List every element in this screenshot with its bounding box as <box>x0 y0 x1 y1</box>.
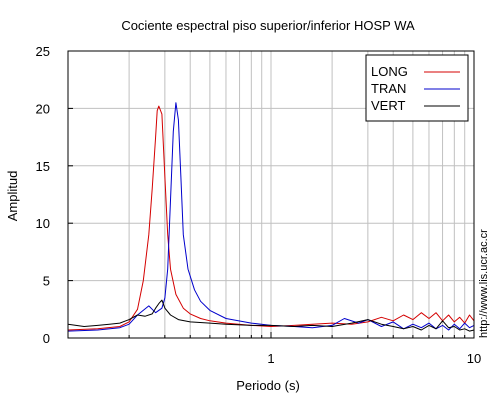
y-tick-label: 25 <box>36 44 50 59</box>
legend: LONG TRAN VERT <box>365 54 469 122</box>
legend-label-tran: TRAN <box>371 81 406 96</box>
y-tick-label: 20 <box>36 101 50 116</box>
tick-marks <box>68 50 466 339</box>
legend-box <box>365 54 469 122</box>
legend-label-long: LONG <box>371 64 408 79</box>
x-tick-label: 10 <box>467 351 481 366</box>
chart-title: Cociente espectral piso superior/inferio… <box>121 18 415 33</box>
x-tick-label: 1 <box>267 351 274 366</box>
series-line-vert <box>67 299 475 332</box>
y-tick-label: 15 <box>36 159 50 174</box>
credit-text: http://www.lis.ucr.ac.cr <box>478 229 490 338</box>
legend-label-vert: VERT <box>371 98 405 113</box>
series-layer <box>67 102 475 332</box>
x-tick-labels: 1 10 <box>267 351 481 366</box>
series-line-long <box>67 105 475 331</box>
x-axis-label: Periodo (s) <box>236 378 300 393</box>
y-tick-label: 0 <box>43 331 50 346</box>
y-tick-labels: 0 5 10 15 20 25 <box>36 44 50 346</box>
y-axis-label: Amplitud <box>5 171 20 222</box>
y-tick-label: 10 <box>36 216 50 231</box>
y-tick-label: 5 <box>43 274 50 289</box>
